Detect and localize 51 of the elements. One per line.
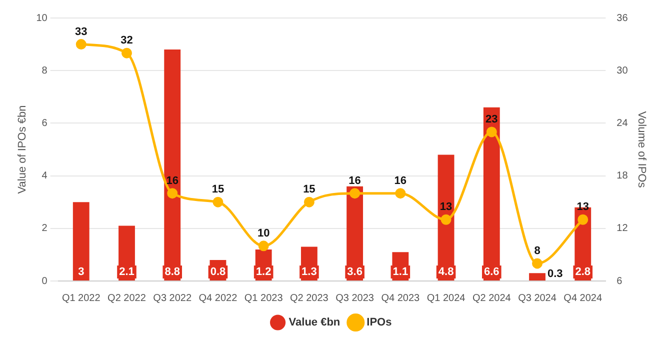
y-tick-label: 8 xyxy=(42,65,48,76)
data-label: 0.8 xyxy=(210,266,226,278)
data-label: 15 xyxy=(303,184,316,196)
y-tick-label: 0 xyxy=(42,276,48,287)
y-tick-label: 10 xyxy=(36,12,48,24)
data-label: 6.6 xyxy=(484,266,500,278)
x-tick-label: Q3 2022 xyxy=(153,292,192,304)
data-label: 2.8 xyxy=(575,266,591,278)
data-label: 1.3 xyxy=(302,266,317,278)
y2-tick-label: 12 xyxy=(616,223,628,234)
x-tick-label: Q1 2024 xyxy=(426,292,466,304)
x-tick-label: Q2 2023 xyxy=(290,292,329,304)
x-tick-label: Q2 2024 xyxy=(472,292,512,304)
data-label: 15 xyxy=(212,184,224,196)
data-label: 1.2 xyxy=(256,266,272,278)
y2-tick-label: 36 xyxy=(616,12,628,24)
data-label: 8 xyxy=(534,245,540,257)
data-label: 16 xyxy=(166,174,178,187)
y2-tick-label: 24 xyxy=(616,118,628,129)
data-label: 2.1 xyxy=(119,266,134,278)
data-label: 23 xyxy=(486,114,498,126)
legend-label: Value €bn xyxy=(288,316,340,329)
x-tick-label: Q2 2022 xyxy=(108,292,146,304)
x-tick-label: Q4 2023 xyxy=(381,292,420,304)
data-label: 4.8 xyxy=(438,266,454,278)
x-tick-label: Q1 2022 xyxy=(62,292,101,304)
y2-tick-label: 30 xyxy=(616,65,628,76)
data-label: 10 xyxy=(257,227,270,240)
data-label: 1.1 xyxy=(392,266,408,278)
data-label: 16 xyxy=(394,174,407,187)
data-label: 8.8 xyxy=(164,266,180,278)
y-tick-label: 6 xyxy=(42,118,48,129)
x-tick-label: Q1 2023 xyxy=(244,292,284,304)
x-tick-label: Q3 2023 xyxy=(336,292,374,304)
data-label: 32 xyxy=(120,34,133,47)
y-axis-title: Value of IPOs €bn xyxy=(16,105,29,194)
data-label: 3 xyxy=(78,266,84,278)
y-tick-label: 2 xyxy=(42,223,48,234)
data-label: 0.3 xyxy=(547,268,563,280)
y2-axis-title: Volume of IPOs xyxy=(635,111,648,188)
data-label: 33 xyxy=(75,26,88,38)
y2-tick-label: 6 xyxy=(616,276,623,287)
data-label: 16 xyxy=(348,174,361,187)
data-label: 3.6 xyxy=(347,266,362,278)
x-tick-label: Q3 2024 xyxy=(518,292,557,304)
x-tick-label: Q4 2022 xyxy=(198,292,238,304)
x-tick-label: Q4 2024 xyxy=(564,292,602,304)
legend-label: IPOs xyxy=(366,316,392,329)
y-tick-label: 4 xyxy=(42,170,48,182)
data-label: 13 xyxy=(440,201,452,214)
y2-tick-label: 18 xyxy=(616,170,628,182)
